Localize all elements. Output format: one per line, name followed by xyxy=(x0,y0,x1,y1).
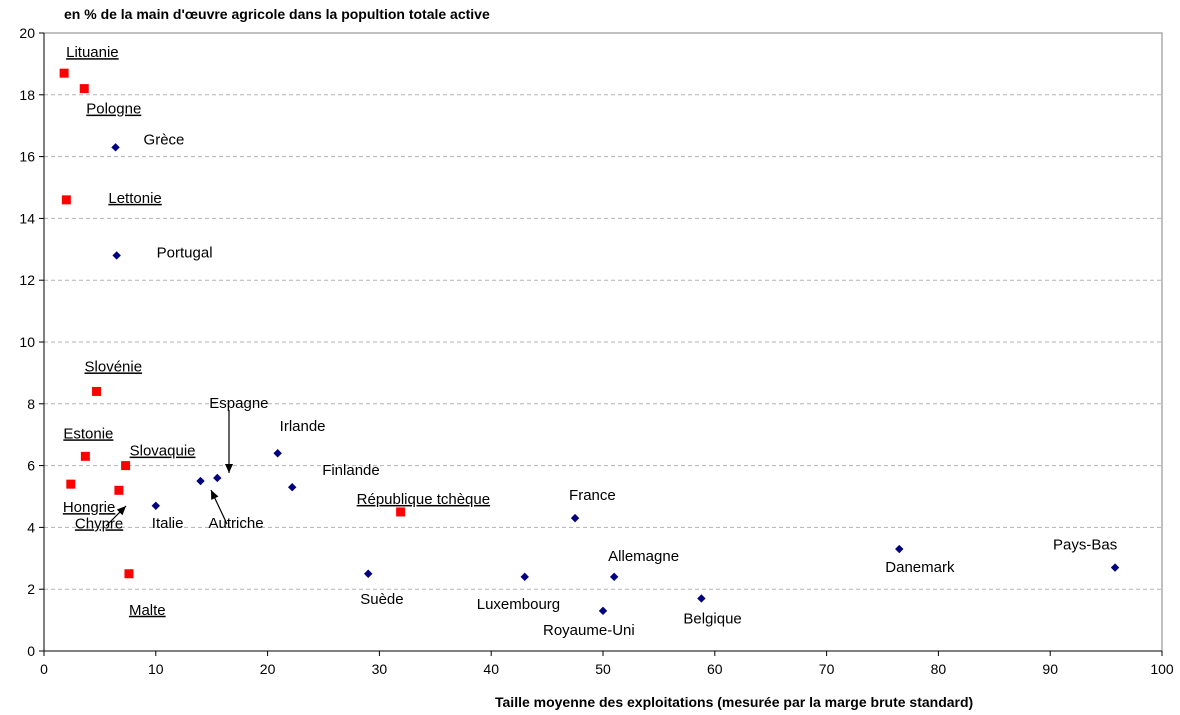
plot-area xyxy=(43,32,1163,652)
y-tick-label: 18 xyxy=(19,87,35,103)
data-point-diamond xyxy=(609,572,619,582)
y-tick-label: 16 xyxy=(19,149,35,165)
data-point-diamond xyxy=(364,569,373,578)
data-point-square xyxy=(66,479,76,489)
point-label: Pays-Bas xyxy=(1053,537,1117,554)
data-point-diamond xyxy=(213,473,222,483)
point-label: Belgique xyxy=(683,610,741,627)
data-point-square xyxy=(92,386,102,396)
point-label: Italie xyxy=(152,515,184,532)
y-tick-label: 8 xyxy=(27,396,35,412)
data-point-diamond xyxy=(1110,563,1120,572)
x-tick-label: 80 xyxy=(931,661,947,677)
data-point-square xyxy=(80,451,90,461)
point-label: Finlande xyxy=(322,462,380,479)
point-label: Hongrie xyxy=(63,499,116,516)
label-arrow-head xyxy=(225,464,233,473)
data-point-diamond xyxy=(112,251,121,260)
data-point-square xyxy=(114,485,124,495)
data-point-diamond xyxy=(287,483,297,492)
x-tick-label: 20 xyxy=(260,661,276,677)
point-label: Autriche xyxy=(209,515,264,532)
data-point-diamond xyxy=(196,476,205,486)
data-point-diamond xyxy=(598,606,608,616)
label-arrow-head xyxy=(116,506,126,516)
point-label: Luxembourg xyxy=(477,596,560,613)
y-tick-label: 14 xyxy=(19,210,35,226)
x-tick-label: 30 xyxy=(372,661,388,677)
x-tick-label: 0 xyxy=(40,661,48,677)
point-label: Danemark xyxy=(885,559,955,576)
x-tick-label: 70 xyxy=(819,661,835,677)
y-axis-title: en % de la main d'œuvre agricole dans la… xyxy=(64,6,490,22)
x-axis-title: Taille moyenne des exploitations (mesuré… xyxy=(495,694,974,710)
point-label: Slovaquie xyxy=(130,443,196,460)
x-tick-label: 40 xyxy=(483,661,499,677)
x-tick-label: 60 xyxy=(707,661,723,677)
y-tick-label: 10 xyxy=(19,334,35,350)
point-label: Espagne xyxy=(209,395,268,412)
data-point-square xyxy=(79,84,89,94)
point-label: Grèce xyxy=(144,131,185,148)
point-label: Malte xyxy=(129,602,166,619)
y-tick-label: 4 xyxy=(27,519,35,535)
point-label: Lituanie xyxy=(66,44,119,61)
point-label: Pologne xyxy=(86,101,141,118)
point-label: France xyxy=(569,487,616,504)
label-arrow-head xyxy=(211,490,219,500)
data-point-diamond xyxy=(273,449,282,458)
point-label: Lettonie xyxy=(108,190,161,207)
data-point-diamond xyxy=(697,594,706,603)
point-label: Irlande xyxy=(280,418,326,435)
data-point-diamond xyxy=(520,572,529,582)
y-tick-label: 6 xyxy=(27,458,35,474)
point-label: Suède xyxy=(360,591,403,608)
data-point-square xyxy=(61,195,71,205)
data-point-square xyxy=(59,68,69,78)
y-tick-label: 20 xyxy=(19,25,35,41)
data-point-diamond xyxy=(111,143,120,152)
x-tick-label: 90 xyxy=(1042,661,1058,677)
y-tick-label: 2 xyxy=(27,581,35,597)
y-tick-label: 12 xyxy=(19,272,35,288)
data-point-diamond xyxy=(570,513,580,523)
data-point-diamond xyxy=(151,501,160,510)
point-label: Allemagne xyxy=(608,548,679,565)
x-tick-label: 100 xyxy=(1150,661,1174,677)
x-tick-label: 10 xyxy=(148,661,164,677)
point-label: Portugal xyxy=(157,244,213,261)
point-label: Chypre xyxy=(75,515,123,532)
point-label: Estonie xyxy=(63,425,113,442)
data-point-square xyxy=(121,461,131,471)
y-tick-label: 0 xyxy=(27,643,35,659)
point-label: République tchèque xyxy=(357,491,490,508)
data-point-diamond xyxy=(895,544,904,554)
x-tick-label: 50 xyxy=(595,661,611,677)
point-label: Royaume-Uni xyxy=(543,622,635,639)
data-point-square xyxy=(124,569,134,579)
data-point-square xyxy=(396,507,406,517)
point-label: Slovénie xyxy=(85,358,143,375)
